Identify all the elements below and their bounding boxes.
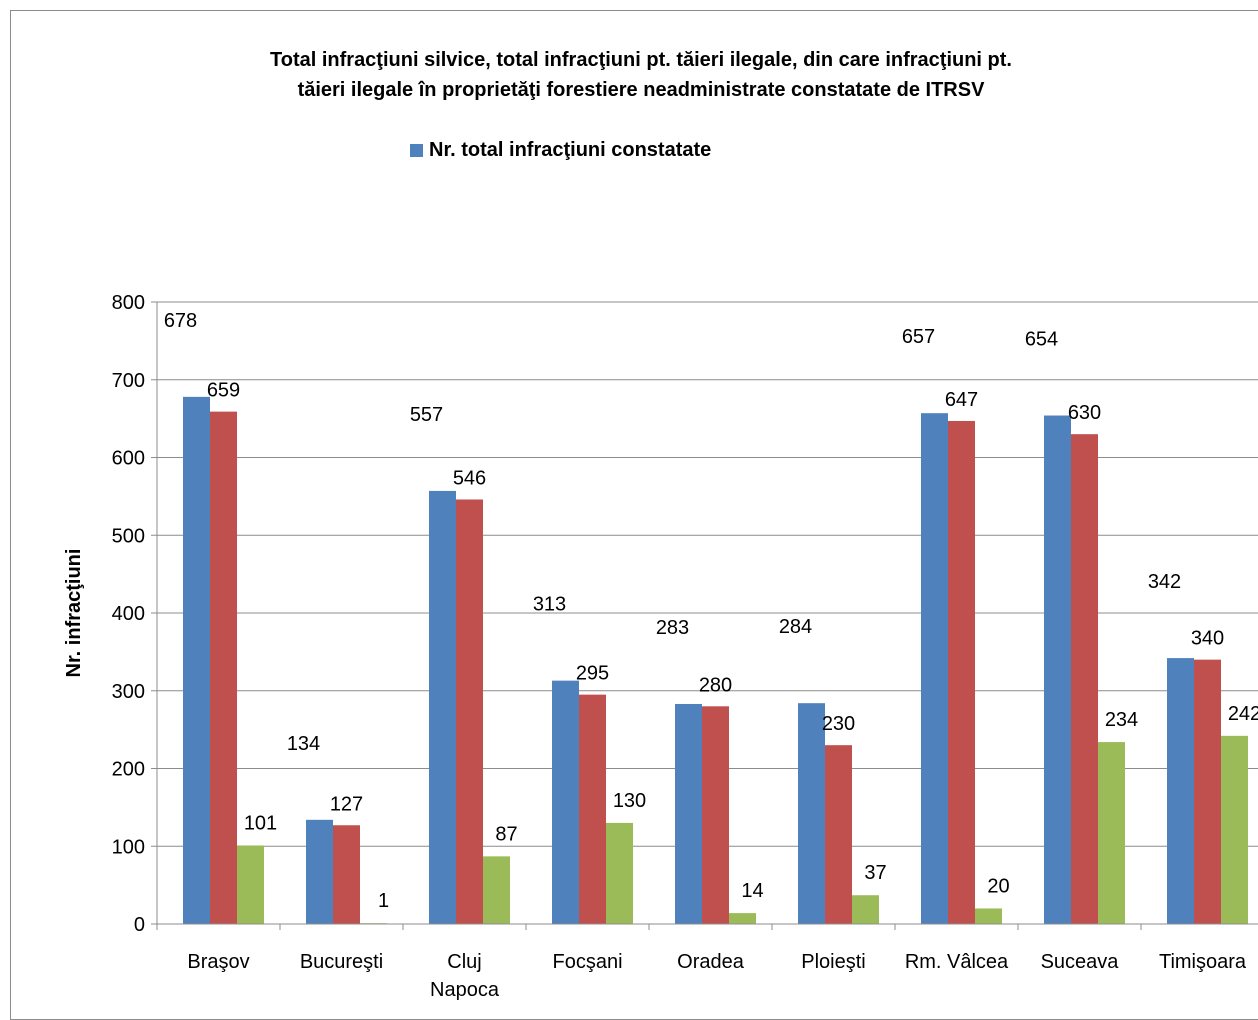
chart-title-line-2: tăieri ilegale în proprietăţi forestiere…: [297, 79, 985, 101]
data-label: 37: [864, 862, 886, 884]
bar-2-oradea: [702, 706, 729, 924]
bar-2-ploieşti: [825, 745, 852, 924]
y-tick-label: 400: [112, 603, 145, 625]
bar-1-cluj-napoca: [429, 490, 456, 924]
bar-2-braşov: [210, 411, 237, 924]
data-label: 340: [1191, 628, 1224, 650]
data-label: 130: [613, 790, 646, 812]
data-label: 678: [164, 310, 197, 332]
chart-title-line-1: Total infracţiuni silvice, total infracţ…: [270, 49, 1012, 71]
bar-1-oradea: [675, 703, 702, 924]
bar-1-timişoara: [1167, 658, 1194, 924]
data-label: 630: [1068, 402, 1101, 424]
y-tick-label: 200: [112, 759, 145, 781]
data-label: 1: [378, 890, 389, 912]
x-category-label: Focşani: [552, 951, 622, 973]
data-label: 283: [656, 617, 689, 639]
bar-3-timişoara: [1221, 735, 1248, 924]
x-category-label: Suceava: [1041, 951, 1120, 973]
bar-1-bucureşti: [306, 819, 333, 924]
chart-legend: Nr. total infracţiuni constatate: [410, 135, 711, 165]
x-category-label: Oradea: [677, 951, 745, 973]
data-label: 654: [1025, 329, 1058, 351]
y-tick-label: 100: [112, 836, 145, 858]
x-category-label: Braşov: [187, 951, 249, 973]
data-label: 647: [945, 389, 978, 411]
bar-3-oradea: [729, 913, 756, 924]
legend-swatch: [410, 143, 423, 157]
x-category-label: Timişoara: [1159, 951, 1247, 973]
bar-2-cluj-napoca: [456, 499, 483, 924]
bar-2-rm-vâlcea: [948, 420, 975, 924]
data-label: 14: [741, 880, 763, 902]
data-label: 284: [779, 616, 812, 638]
data-label: 20: [987, 875, 1009, 897]
data-label: 342: [1148, 571, 1181, 593]
bar-1-braşov: [183, 396, 210, 925]
data-label: 546: [453, 467, 486, 489]
data-label: 313: [533, 594, 566, 616]
legend-label: Nr. total infracţiuni constatate: [429, 138, 712, 161]
x-category-label: Cluj: [447, 951, 481, 973]
bar-2-bucureşti: [333, 825, 360, 924]
y-tick-label: 600: [112, 448, 145, 470]
x-category-label: Ploieşti: [801, 951, 865, 973]
data-label: 134: [287, 733, 320, 755]
data-label: 230: [822, 713, 855, 735]
data-label: 87: [495, 823, 517, 845]
bar-1-rm-vâlcea: [921, 413, 948, 924]
bar-1-suceava: [1044, 415, 1071, 924]
data-label: 659: [207, 380, 240, 402]
y-tick-label: 800: [112, 292, 145, 314]
bar-2-suceava: [1071, 434, 1098, 924]
bar-3-rm-vâlcea: [975, 908, 1002, 924]
x-category-label: Napoca: [430, 979, 500, 1001]
bar-1-focşani: [552, 680, 579, 924]
bar-2-focşani: [579, 694, 606, 924]
bar-2-timişoara: [1194, 659, 1221, 924]
x-category-label: Bucureşti: [300, 951, 383, 973]
y-axis-title: Nr. infracţiuni: [63, 549, 85, 678]
y-tick-label: 500: [112, 525, 145, 547]
x-category-label: Rm. Vâlcea: [905, 951, 1009, 973]
data-label: 295: [576, 663, 609, 685]
bar-3-suceava: [1098, 742, 1125, 924]
bar-3-braşov: [237, 845, 264, 924]
data-label: 101: [244, 812, 277, 834]
y-tick-label: 300: [112, 681, 145, 703]
chart-title: Total infracţiuni silvice, total infracţ…: [41, 45, 1241, 105]
bar-1-ploieşti: [798, 703, 825, 924]
y-tick-label: 0: [134, 914, 145, 936]
data-label: 280: [699, 674, 732, 696]
data-label: 657: [902, 326, 935, 348]
bar-3-focşani: [606, 822, 633, 924]
data-label: 127: [330, 793, 363, 815]
data-label: 234: [1105, 709, 1138, 731]
data-label: 557: [410, 404, 443, 426]
y-tick-label: 700: [112, 370, 145, 392]
bar-3-ploieşti: [852, 895, 879, 924]
bar-3-cluj-napoca: [483, 856, 510, 924]
data-label: 242: [1228, 703, 1258, 725]
